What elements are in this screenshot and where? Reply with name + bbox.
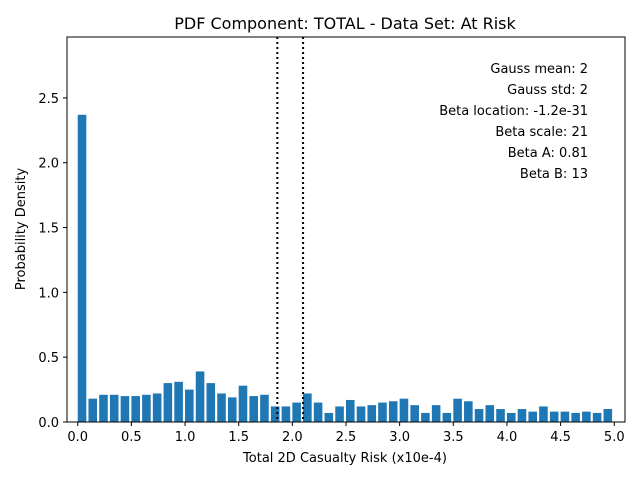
bar-28 [378, 402, 387, 422]
vlines-group [276, 37, 305, 422]
bar-39 [496, 409, 505, 422]
bar-7 [152, 393, 162, 422]
bar-21 [303, 393, 312, 422]
annotations-group: Gauss mean: 2 Gauss std: 2 Beta location: … [439, 62, 588, 182]
bar-31 [410, 405, 419, 422]
annotation-4: Beta A: 0.81 [508, 146, 588, 161]
bar-40 [506, 412, 516, 422]
y-tick-label-2: 1.0 [38, 286, 59, 301]
bar-43 [539, 406, 548, 422]
bar-15 [238, 385, 248, 422]
y-ticks-group: 0.0 0.5 1.0 1.5 2.0 2.5 [38, 92, 67, 431]
y-tick-label-3: 1.5 [38, 222, 59, 237]
bar-3 [109, 394, 119, 422]
bar-1 [88, 398, 98, 422]
x-tick-label-4: 2.0 [282, 430, 303, 445]
chart-title: PDF Component: TOTAL - Data Set: At Risk [174, 14, 516, 33]
x-tick-label-6: 3.0 [389, 430, 410, 445]
annotation-0: Gauss mean: 2 [490, 62, 588, 77]
bar-24 [335, 406, 344, 422]
bar-22 [313, 402, 323, 422]
y-tick-label-1: 0.5 [38, 351, 59, 366]
bar-14 [227, 397, 237, 422]
bar-17 [260, 394, 269, 422]
bar-27 [367, 405, 377, 422]
plot-frame [66, 36, 626, 423]
bar-36 [464, 401, 473, 422]
bar-47 [582, 411, 591, 422]
x-tick-label-7: 3.5 [443, 430, 464, 445]
y-tick-label-4: 2.0 [38, 157, 59, 172]
x-ticks-group: 0.0 0.5 1.0 1.5 2.0 2.5 3.0 3.5 4.0 4.5 5.0 [67, 422, 625, 445]
bar-11 [195, 371, 205, 422]
x-tick-label-0: 0.0 [67, 430, 88, 445]
x-tick-label-9: 4.5 [550, 430, 571, 445]
bar-9 [174, 381, 183, 422]
x-tick-label-2: 1.0 [175, 430, 196, 445]
bar-29 [388, 401, 398, 422]
bar-20 [292, 402, 301, 422]
y-tick-label-5: 2.5 [38, 92, 59, 107]
bar-35 [453, 398, 462, 422]
annotation-5: Beta B: 13 [520, 167, 588, 182]
bar-49 [603, 409, 613, 422]
bar-5 [131, 396, 140, 422]
x-tick-label-5: 2.5 [336, 430, 357, 445]
bar-34 [442, 412, 452, 422]
bar-16 [249, 396, 258, 422]
bar-25 [346, 399, 355, 422]
x-tick-label-3: 1.5 [228, 430, 249, 445]
x-tick-label-1: 0.5 [121, 430, 142, 445]
bar-41 [517, 409, 527, 422]
x-axis-label: Total 2D Casualty Risk (x10e-4) [242, 451, 447, 466]
bars-group [77, 114, 613, 422]
bar-44 [549, 411, 559, 422]
bar-12 [206, 383, 216, 422]
annotation-1: Gauss std: 2 [507, 83, 588, 98]
bar-4 [120, 396, 130, 422]
bar-32 [421, 412, 430, 422]
bar-2 [99, 394, 108, 422]
bar-18 [270, 406, 280, 422]
x-tick-label-10: 5.0 [604, 430, 625, 445]
bar-13 [217, 393, 226, 422]
bar-33 [431, 405, 441, 422]
bar-37 [474, 409, 484, 422]
bar-46 [571, 412, 580, 422]
bar-23 [324, 412, 334, 422]
bar-30 [399, 398, 409, 422]
bar-10 [185, 389, 194, 422]
bar-48 [592, 412, 602, 422]
bar-45 [560, 411, 570, 422]
x-tick-label-8: 4.0 [497, 430, 518, 445]
bar-8 [163, 383, 173, 422]
bar-19 [281, 406, 291, 422]
annotation-3: Beta scale: 21 [495, 125, 588, 140]
annotation-2: Beta location: -1.2e-31 [439, 104, 588, 119]
bar-6 [142, 394, 151, 422]
bar-26 [356, 406, 366, 422]
bar-0 [77, 114, 87, 422]
y-tick-label-0: 0.0 [38, 416, 59, 431]
bar-42 [528, 411, 537, 422]
bar-38 [485, 405, 495, 422]
y-axis-label: Probability Density [14, 168, 29, 291]
